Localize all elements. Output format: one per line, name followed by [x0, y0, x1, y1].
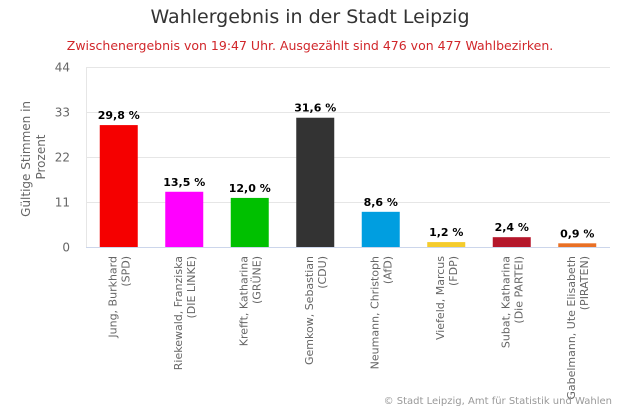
x-tick-label-line: Krefft, Katharina — [237, 256, 250, 346]
y-axis-label-line2: Prozent — [34, 134, 48, 179]
y-axis-label: Gültige Stimmen in Prozent — [19, 97, 48, 217]
x-tick-label-line: Viefeld, Marcus — [434, 256, 447, 340]
data-label: 12,0 % — [229, 182, 271, 195]
data-label: 8,6 % — [364, 196, 398, 209]
chart-title: Wahlergebnis in der Stadt Leipzig — [150, 6, 470, 28]
y-tick-label: 0 — [62, 241, 70, 255]
bar[interactable] — [165, 191, 204, 247]
x-tick-label-line: Neumann, Christoph — [368, 256, 381, 369]
bar[interactable] — [361, 211, 400, 247]
data-label: 1,2 % — [429, 226, 463, 239]
x-tick-label-line: (GRÜNE) — [250, 256, 263, 304]
y-tick-label: 33 — [55, 106, 70, 120]
x-tick-label: Neumann, Christoph(AfD) — [368, 256, 394, 369]
data-label: 13,5 % — [163, 176, 205, 189]
x-tick-label: Subat, Katharina(Die PARTEI) — [499, 256, 525, 348]
bar[interactable] — [558, 243, 597, 247]
bar[interactable] — [296, 117, 335, 248]
data-label: 31,6 % — [294, 102, 336, 115]
x-tick-label-line: (PIRATEN) — [578, 256, 591, 310]
y-axis-label-line1: Gültige Stimmen in — [19, 101, 33, 217]
data-label: 0,9 % — [560, 227, 594, 240]
x-tick-label: Gabelmann, Ute Elisabeth(PIRATEN) — [565, 256, 591, 400]
x-tick-label-line: Jung, Burkhard — [106, 256, 119, 339]
y-tick-label: 44 — [55, 61, 70, 75]
data-label: 2,4 % — [495, 221, 529, 234]
x-tick-label-line: (SPD) — [119, 256, 132, 287]
x-tick-label: Krefft, Katharina(GRÜNE) — [237, 256, 263, 346]
x-tick-label: Gemkow, Sebastian(CDU) — [303, 256, 329, 365]
x-tick-label-line: (FDP) — [447, 256, 460, 286]
x-tick-label-line: Gemkow, Sebastian — [303, 256, 316, 365]
bar[interactable] — [427, 242, 466, 247]
x-tick-label-line: Subat, Katharina — [499, 256, 512, 348]
x-tick-label-line: (Die PARTEI) — [512, 256, 525, 324]
x-tick-label-line: Gabelmann, Ute Elisabeth — [565, 256, 578, 400]
bar[interactable] — [99, 125, 138, 247]
x-tick-label-line: (AfD) — [381, 256, 394, 284]
x-tick-label-line: (CDU) — [316, 256, 329, 289]
x-tick-label-line: (DIE LINKE) — [185, 256, 198, 319]
bar[interactable] — [492, 237, 531, 247]
x-tick-label-line: Riekewald, Franziska — [172, 256, 185, 370]
x-tick-label: Jung, Burkhard(SPD) — [106, 256, 132, 339]
chart-subtitle: Zwischenergebnis von 19:47 Uhr. Ausgezäh… — [66, 38, 554, 53]
data-label: 29,8 % — [98, 109, 140, 122]
x-tick-label: Viefeld, Marcus(FDP) — [434, 256, 460, 340]
credits-link[interactable]: © Stadt Leipzig, Amt für Statistik und W… — [383, 396, 612, 407]
y-tick-label: 11 — [55, 196, 70, 210]
y-tick-label: 22 — [55, 151, 70, 165]
bar[interactable] — [230, 197, 269, 247]
x-tick-label: Riekewald, Franziska(DIE LINKE) — [172, 256, 198, 370]
